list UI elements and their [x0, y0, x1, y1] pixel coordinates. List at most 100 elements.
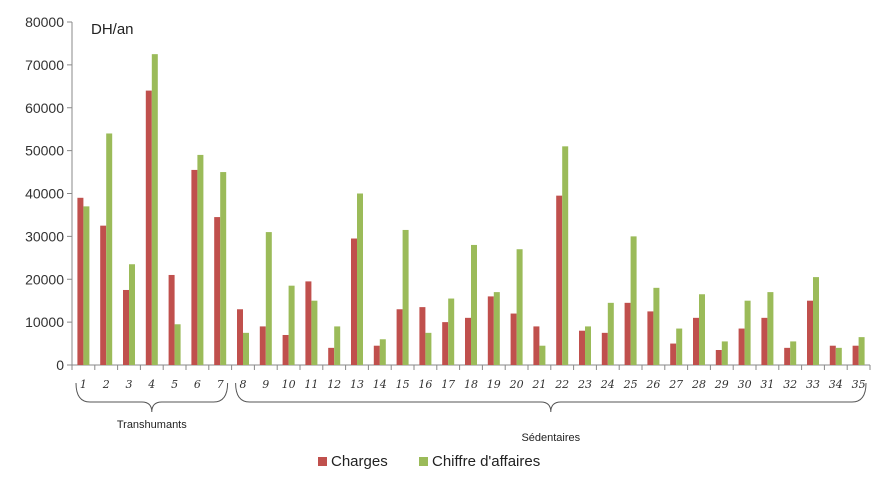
bar-charges [738, 328, 745, 365]
legend-entry: Chiffre d'affaires [432, 453, 540, 470]
x-tick-label: 27 [668, 378, 683, 391]
bar-charges [829, 345, 836, 365]
bar-chiffre-affaires [539, 345, 546, 365]
x-tick-label: 9 [262, 378, 269, 391]
bar-charges [533, 326, 540, 365]
y-axis-unit-label: DH/an [91, 21, 134, 38]
x-tick-label: 11 [304, 378, 318, 391]
x-tick-label: 16 [418, 378, 432, 391]
bar-charges [807, 300, 813, 365]
bar-chiffre-affaires [813, 277, 819, 365]
bar-charges [191, 169, 198, 365]
group-brace [75, 382, 229, 413]
bar-chiffre-affaires [653, 287, 660, 365]
legend-swatch [419, 457, 428, 466]
x-tick-label: 20 [509, 378, 524, 391]
bar-chiffre-affaires [699, 294, 705, 365]
bar-chiffre-affaires [448, 298, 455, 365]
bar-chiffre-affaires [676, 328, 683, 365]
bar-charges [168, 274, 175, 365]
x-tick-label: 22 [554, 378, 569, 391]
bar-charges [305, 281, 312, 365]
bar-chiffre-affaires [630, 236, 637, 365]
bar-charges [259, 326, 266, 365]
y-tick-label: 80000 [25, 14, 64, 30]
bar-charges [647, 311, 654, 365]
x-tick-label: 10 [282, 378, 296, 391]
bar-chiffre-affaires [471, 244, 477, 365]
y-tick-label: 60000 [25, 100, 64, 116]
bar-chiffre-affaires [106, 133, 113, 365]
bar-charges [282, 334, 289, 365]
x-tick-label: 12 [327, 378, 341, 391]
legend-swatch [318, 457, 327, 466]
bars [77, 54, 865, 365]
bar-chiffre-affaires [83, 206, 90, 365]
y-axis: 0 10000 20000 30000 40000 50000 60000 70000 8000… [25, 14, 73, 373]
bar-charges [465, 317, 471, 365]
bar-charges [761, 317, 768, 365]
bar-chiffre-affaires [197, 154, 204, 365]
x-tick-label: 21 [531, 378, 546, 391]
x-tick-label: 33 [806, 378, 820, 391]
x-tick-label: 31 [760, 378, 774, 391]
x-tick-label: 25 [623, 378, 638, 391]
bar-chiffre-affaires [493, 292, 500, 365]
x-tick-label: 23 [577, 378, 592, 391]
bar-charges [510, 313, 517, 365]
bar-chiffre-affaires [562, 146, 569, 365]
bar-chiffre-affaires [585, 326, 591, 365]
bar-chiffre-affaires [243, 332, 249, 365]
bar-chiffre-affaires [379, 339, 386, 365]
x-tick-label: 1 [80, 378, 87, 391]
x-axis: 1 2 3 4 5 6 7 8 9 10 11 12 13 14 15 16 17 18 19 20 21 22 23 24 2… [71, 364, 871, 391]
x-tick-label: 14 [373, 378, 387, 391]
bar-charges [351, 238, 357, 365]
x-tick-label: 8 [240, 378, 247, 391]
bar-chiffre-affaires [357, 193, 363, 365]
x-tick-label: 7 [217, 378, 224, 391]
bar-charges [601, 332, 608, 365]
bar-chiffre-affaires [790, 341, 797, 365]
bar-chiffre-affaires [607, 302, 614, 365]
bar-charges [715, 349, 722, 365]
bar-chiffre-affaires [858, 337, 865, 365]
x-tick-label: 13 [350, 378, 364, 391]
bar-chiffre-affaires [151, 54, 158, 365]
bar-charges [123, 289, 129, 365]
y-tick-label: 10000 [25, 314, 64, 330]
x-tick-label: 2 [102, 378, 110, 391]
bar-charges [396, 309, 403, 365]
x-tick-label: 29 [714, 378, 729, 391]
bar-charges [100, 225, 107, 365]
bar-chiffre-affaires [334, 326, 341, 365]
legend: Charges Chiffre d'affaires [318, 453, 540, 470]
bar-charges [487, 296, 494, 365]
group-brackets: Transhumants Sédentaires [75, 382, 867, 444]
x-tick-label: 24 [600, 378, 615, 391]
bar-charges [784, 347, 791, 365]
bar-chiffre-affaires [174, 324, 181, 365]
group-label: Sédentaires [521, 432, 580, 444]
y-tick-label: 30000 [25, 228, 64, 244]
group-brace [235, 382, 867, 413]
bar-chiffre-affaires [402, 229, 409, 365]
legend-entry: Charges [331, 453, 388, 470]
bar-charges [624, 302, 631, 365]
bar-chiffre-affaires [721, 341, 728, 365]
y-tick-label: 0 [56, 357, 64, 373]
bar-charges [693, 317, 699, 365]
x-tick-label: 18 [464, 378, 478, 391]
x-tick-label: 6 [194, 378, 201, 391]
x-tick-label: 3 [126, 378, 133, 391]
y-tick-label: 20000 [25, 271, 64, 287]
bar-chiffre-affaires [220, 172, 227, 365]
bar-chiffre-affaires [288, 285, 295, 365]
x-tick-label: 26 [645, 378, 660, 391]
y-tick-label: 40000 [25, 186, 64, 202]
y-tick-label: 50000 [25, 143, 64, 159]
x-tick-label: 5 [171, 378, 178, 391]
bar-charges [556, 195, 563, 365]
x-tick-label: 4 [147, 378, 155, 391]
bar-chiffre-affaires [129, 264, 135, 365]
